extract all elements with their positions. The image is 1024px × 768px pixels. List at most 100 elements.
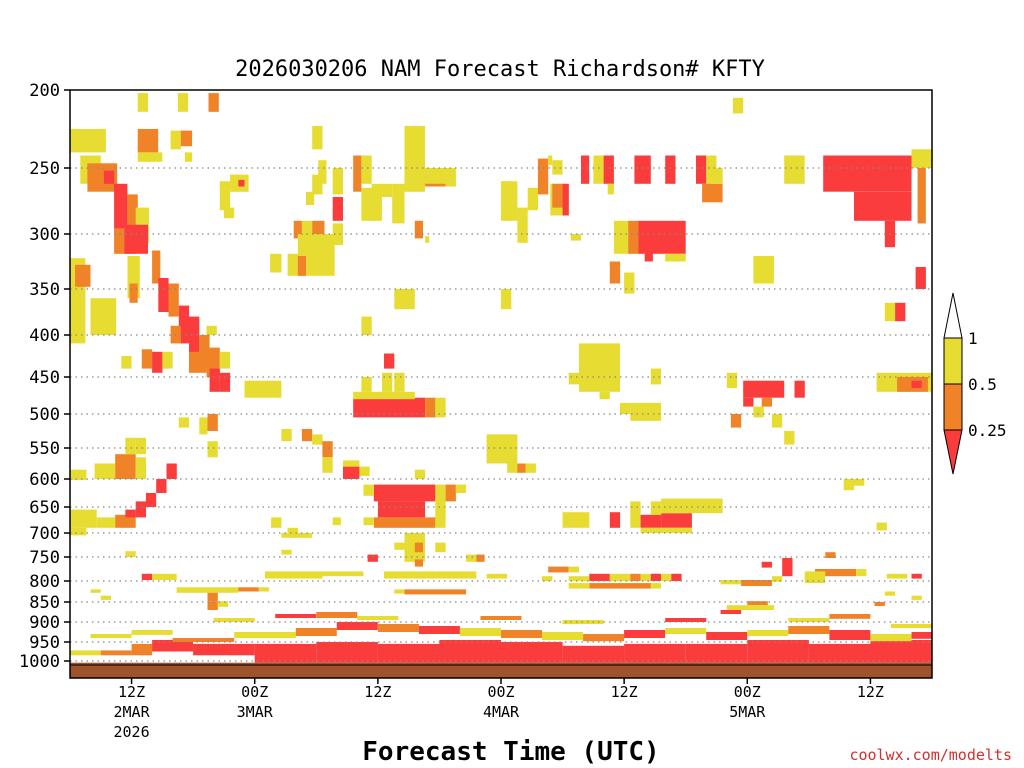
ri-0.5-1-cell — [609, 573, 631, 581]
x-tick-date: 2MAR — [114, 703, 151, 721]
ri-0.25-0.5-cell — [917, 168, 926, 224]
plot-frame — [69, 89, 933, 679]
ri-0.25-0.5-cell — [127, 194, 138, 229]
ri-0.5-1-cell — [322, 457, 333, 473]
ri-lt-0.25-cell — [562, 645, 625, 663]
ri-0.25-0.5-cell — [316, 612, 358, 618]
ri-0.5-1-cell — [94, 463, 116, 479]
ri-0.5-1-cell — [527, 187, 538, 211]
ri-0.5-1-cell — [177, 93, 189, 112]
ri-lt-0.25-cell — [209, 368, 220, 392]
data-cells — [70, 93, 932, 678]
ri-0.5-1-cell — [332, 517, 341, 526]
x-tick-label: 12Z — [611, 683, 638, 701]
ri-lt-0.25-cell — [332, 197, 343, 221]
ri-lt-0.25-cell — [665, 155, 676, 184]
ri-lt-0.25-cell — [895, 302, 906, 322]
ri-lt-0.25-cell — [720, 610, 742, 614]
ri-0.5-1-cell — [784, 431, 795, 445]
ri-0.25-0.5-cell — [589, 583, 651, 589]
ri-lt-0.25-cell — [644, 247, 653, 262]
ri-0.5-1-cell — [270, 253, 282, 273]
ri-0.5-1-cell — [394, 542, 405, 550]
ri-0.5-1-cell — [891, 624, 932, 628]
x-tick-label: 00Z — [241, 683, 268, 701]
ri-0.5-1-cell — [137, 152, 163, 162]
ri-lt-0.25-cell — [156, 479, 167, 493]
ri-0.25-0.5-cell — [115, 514, 136, 528]
ri-0.25-0.5-cell — [445, 484, 456, 502]
ri-lt-0.25-cell — [589, 573, 610, 581]
ri-0.5-1-cell — [271, 517, 282, 528]
ri-lt-0.25-cell — [794, 380, 805, 398]
ri-0.5-1-cell — [359, 466, 370, 476]
ri-0.25-0.5-cell — [141, 349, 153, 369]
ri-0.5-1-cell — [753, 406, 764, 418]
ri-0.25-0.5-cell — [301, 429, 313, 442]
ri-0.5-1-cell — [599, 391, 610, 400]
ri-0.5-1-cell — [435, 542, 446, 553]
y-tick-label: 650 — [29, 498, 60, 518]
ri-0.5-1-cell — [568, 372, 579, 385]
y-tick-label: 300 — [29, 225, 60, 245]
ri-0.25-0.5-cell — [293, 220, 302, 239]
ri-lt-0.25-cell — [685, 643, 748, 663]
y-tick-label: 550 — [29, 439, 60, 459]
ri-0.5-1-cell — [219, 181, 231, 211]
ri-0.5-1-cell — [542, 632, 583, 640]
ri-0.25-0.5-cell — [414, 559, 423, 567]
ri-0.5-1-cell — [425, 168, 446, 184]
ri-lt-0.25-cell — [124, 224, 148, 254]
ri-0.5-1-cell — [665, 253, 686, 262]
ri-0.25-0.5-cell — [115, 454, 136, 479]
ri-0.5-1-cell — [96, 517, 116, 528]
ri-0.5-1-cell — [613, 220, 629, 254]
ri-lt-0.25-cell — [103, 170, 115, 184]
ri-0.5-1-cell — [332, 168, 343, 195]
ri-0.25-0.5-cell — [425, 397, 436, 418]
x-tick-date: 5MAR — [729, 703, 766, 721]
legend-level-label: 1 — [968, 329, 978, 348]
ri-lt-0.25-cell — [152, 640, 194, 652]
ri-0.5-1-cell — [650, 583, 662, 589]
ri-0.5-1-cell — [425, 236, 430, 243]
ri-0.25-0.5-cell — [129, 283, 138, 303]
y-tick-label: 400 — [29, 326, 60, 346]
ri-lt-0.25-cell — [743, 397, 754, 407]
ri-0.5-1-cell — [306, 191, 315, 205]
ri-lt-0.25-cell — [829, 630, 871, 640]
ri-0.25-0.5-cell — [414, 542, 423, 553]
ri-0.5-1-cell — [287, 527, 298, 536]
ri-0.25-0.5-cell — [404, 589, 467, 595]
ri-0.5-1-cell — [343, 460, 360, 467]
ri-0.5-1-cell — [70, 650, 101, 656]
ri-0.5-1-cell — [445, 168, 456, 187]
y-tick-label: 350 — [29, 280, 60, 300]
ri-0.5-1-cell — [455, 484, 467, 493]
ri-lt-0.25-cell — [603, 155, 614, 184]
ri-0.5-1-cell — [650, 368, 662, 385]
ri-0.5-1-cell — [784, 155, 805, 184]
ri-0.5-1-cell — [382, 372, 393, 392]
ri-0.5-1-cell — [135, 457, 146, 479]
ri-0.5-1-cell — [265, 571, 323, 579]
ri-0.5-1-cell — [620, 402, 631, 414]
x-tick-year: 2026 — [114, 723, 150, 741]
ri-0.5-1-cell — [392, 183, 405, 224]
ri-lt-0.25-cell — [665, 618, 707, 622]
grid-lines — [70, 167, 932, 662]
ri-0.5-1-cell — [384, 571, 436, 579]
ri-0.5-1-cell — [753, 256, 774, 284]
ri-0.5-1-cell — [70, 469, 87, 481]
ri-0.5-1-cell — [712, 168, 723, 184]
legend-level-label: 0.25 — [968, 421, 1007, 440]
ri-lt-0.25-cell — [915, 267, 926, 289]
ri-0.5-1-cell — [640, 573, 651, 581]
ri-0.5-1-cell — [404, 125, 425, 168]
ri-0.5-1-cell — [726, 605, 774, 610]
ri-0.5-1-cell — [884, 302, 896, 322]
ri-lt-0.25-cell — [141, 573, 153, 580]
ri-0.5-1-cell — [435, 484, 446, 528]
legend-band-yellow — [943, 337, 963, 385]
